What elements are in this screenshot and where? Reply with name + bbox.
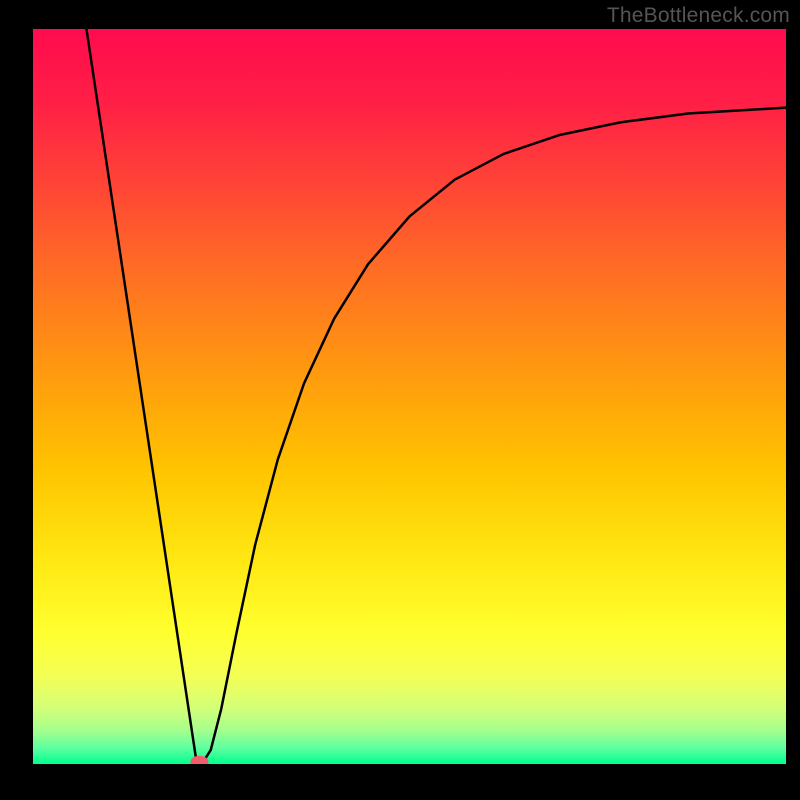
minimum-marker bbox=[190, 756, 208, 768]
heatmap-background bbox=[33, 29, 786, 764]
watermark-text: TheBottleneck.com bbox=[607, 4, 790, 28]
bottleneck-chart bbox=[0, 0, 800, 800]
